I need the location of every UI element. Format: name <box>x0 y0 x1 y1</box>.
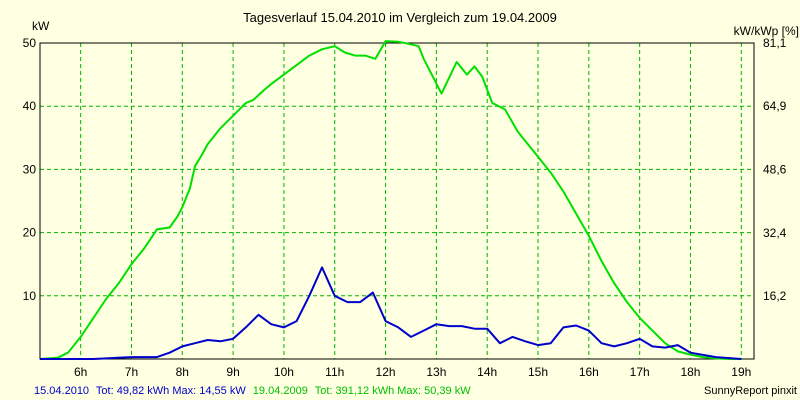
y2-axis-label: kW/kWp [%] <box>734 24 799 38</box>
series-line-19-04-2009 <box>39 40 742 360</box>
chart-footer: 15.04.2010 Tot: 49,82 kWh Max: 14,55 kW … <box>34 385 471 397</box>
series-lines <box>39 40 742 360</box>
y2-axis-ticks: 16,2 32,4 48,6 64,9 81,1 <box>763 36 787 303</box>
y-tick-label: 10 <box>23 289 37 303</box>
y2-tick-label: 16,2 <box>763 289 787 303</box>
legend-2009-stats: Tot: 391,12 kWh Max: 50,39 kW <box>315 385 472 397</box>
x-tick-label: 8h <box>176 365 189 379</box>
x-tick-label: 12h <box>376 365 396 379</box>
y-tick-label: 50 <box>23 36 37 50</box>
x-tick-label: 9h <box>226 365 239 379</box>
y-tick-label: 20 <box>23 226 37 240</box>
x-tick-label: 7h <box>125 365 138 379</box>
x-axis-ticks: 6h 7h 8h 9h 10h 11h 12h 13h 14h 15h 16h 17h 18h 19h <box>74 365 751 379</box>
legend-2010-stats: Tot: 49,82 kWh Max: 14,55 kW <box>96 385 246 397</box>
y2-tick-label: 81,1 <box>763 36 787 50</box>
x-tick-label: 6h <box>74 365 87 379</box>
grid-lines <box>40 42 754 359</box>
series-line-15-04-2010 <box>40 266 742 360</box>
y2-tick-label: 32,4 <box>763 226 787 240</box>
y-axis-ticks: 10 20 30 40 50 <box>23 36 37 303</box>
y2-tick-label: 48,6 <box>763 163 787 177</box>
legend-2010-label: 15.04.2010 <box>34 385 89 397</box>
y2-tick-label: 64,9 <box>763 99 787 113</box>
x-tick-label: 18h <box>680 365 700 379</box>
x-tick-label: 19h <box>731 365 751 379</box>
plot-area-border <box>39 42 755 360</box>
legend-2009-label: 19.04.2009 <box>253 385 308 397</box>
x-tick-label: 11h <box>325 365 344 379</box>
credit-text: SunnyReport pinxit <box>704 385 797 397</box>
x-tick-label: 14h <box>477 365 497 379</box>
y-tick-label: 30 <box>23 162 37 176</box>
x-tick-label: 17h <box>630 365 650 379</box>
x-tick-label: 16h <box>579 365 599 379</box>
y-axis-label: kW <box>32 19 50 33</box>
x-tick-label: 13h <box>426 365 446 379</box>
y-tick-label: 40 <box>23 99 37 113</box>
chart-title: Tagesverlauf 15.04.2010 im Vergleich zum… <box>243 10 557 25</box>
x-tick-label: 15h <box>528 365 548 379</box>
x-tick-label: 10h <box>274 365 294 379</box>
